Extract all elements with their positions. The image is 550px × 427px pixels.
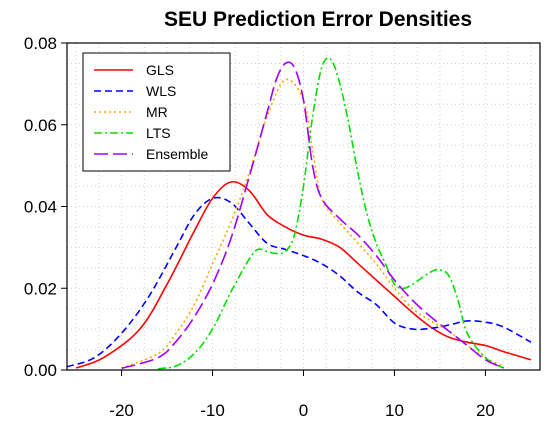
series-line-wls [66, 196, 532, 368]
series-line-gls [75, 180, 532, 369]
x-tick-label: 20 [476, 401, 495, 420]
legend-label-gls: GLS [146, 62, 174, 78]
axes: -20 -10 0 10 20 0.00 0.02 0.04 0.06 0.08 [24, 34, 495, 420]
y-tick-label: 0.04 [24, 198, 57, 217]
series-line-ensemble [121, 61, 504, 370]
chart-title: SEU Prediction Error Densities [164, 8, 472, 31]
y-tick-label: 0.06 [24, 116, 57, 135]
y-tick-label: 0.02 [24, 279, 57, 298]
y-tick-label: 0.08 [24, 34, 57, 53]
legend-box [82, 52, 231, 172]
legend-label-mr: MR [146, 104, 168, 120]
legend-label-ensemble: Ensemble [146, 146, 208, 162]
series-line-lts [157, 57, 504, 370]
x-tick-label: 0 [299, 401, 308, 420]
x-tick-label: 10 [385, 401, 404, 420]
legend-label-lts: LTS [146, 125, 171, 141]
y-tick-label: 0.00 [24, 361, 57, 380]
x-tick-label: -10 [200, 401, 225, 420]
legend-label-wls: WLS [146, 83, 176, 99]
x-tick-label: -20 [109, 401, 134, 420]
series-lines [66, 57, 532, 370]
legend: GLS WLS MR LTS Ensemble [82, 52, 231, 172]
